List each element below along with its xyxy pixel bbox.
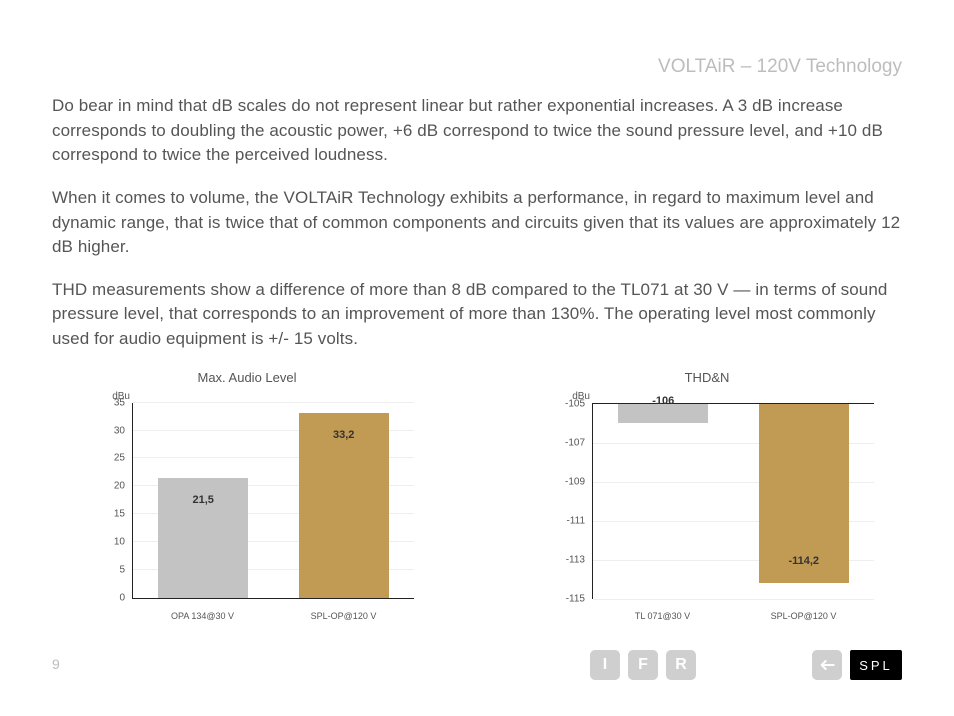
page-number: 9 [52, 656, 60, 672]
header-title: VOLTAiR – 120V Technology [52, 56, 902, 78]
chart-tick-label: -105 [565, 398, 585, 409]
chart-bar-label: -106 [618, 395, 708, 407]
chart-bar: -114,2 [759, 404, 849, 583]
chart-thdn: THD&N dBu -115-113-111-109-107-105-106-1… [512, 370, 902, 621]
paragraph-3: THD measurements show a difference of mo… [52, 278, 902, 352]
chart-tick-label: 0 [119, 592, 125, 603]
chart-bar: 21,5 [158, 478, 248, 598]
chart1-plot: 0510152025303521,533,2 [132, 403, 414, 599]
chart-gridline [133, 402, 414, 403]
chart2-area: dBu -115-113-111-109-107-105-106-114,2 T… [512, 391, 902, 621]
chart-gridline [593, 599, 874, 600]
charts-row: Max. Audio Level dBu 0510152025303521,53… [52, 370, 902, 621]
chart-max-audio-level: Max. Audio Level dBu 0510152025303521,53… [52, 370, 442, 621]
chart-bar-label: -114,2 [759, 555, 849, 567]
paragraph-2: When it comes to volume, the VOLTAiR Tec… [52, 186, 902, 260]
chart-tick-label: 30 [114, 425, 125, 436]
chart-category-label: SPL-OP@120 V [771, 611, 837, 621]
chart-tick-label: 15 [114, 509, 125, 520]
back-icon[interactable] [812, 650, 842, 680]
spl-logo: SPL [850, 650, 902, 680]
chart2-plot: -115-113-111-109-107-105-106-114,2 [592, 403, 874, 599]
chart-tick-label: 10 [114, 537, 125, 548]
chart-tick-label: 25 [114, 453, 125, 464]
arrow-left-icon [819, 659, 835, 671]
chart-category-label: OPA 134@30 V [171, 611, 234, 621]
paragraph-1: Do bear in mind that dB scales do not re… [52, 94, 902, 168]
forward-icon[interactable]: F [628, 650, 658, 680]
reverse-icon[interactable]: R [666, 650, 696, 680]
chart-tick-label: 5 [119, 564, 125, 575]
chart1-area: dBu 0510152025303521,533,2 OPA 134@30 VS… [52, 391, 442, 621]
chart-bar: -106 [618, 404, 708, 424]
page: VOLTAiR – 120V Technology Do bear in min… [0, 0, 954, 716]
index-icon[interactable]: I [590, 650, 620, 680]
chart2-title: THD&N [512, 370, 902, 385]
chart-tick-label: -113 [566, 554, 585, 565]
chart-tick-label: -115 [566, 593, 585, 604]
chart-tick-label: -107 [565, 437, 585, 448]
chart-tick-label: 35 [114, 397, 125, 408]
chart-tick-label: -111 [566, 515, 585, 526]
chart-tick-label: 20 [114, 481, 125, 492]
chart-tick-label: -109 [565, 476, 585, 487]
footer-icons: I F R SPL [590, 650, 902, 680]
chart-category-label: TL 071@30 V [635, 611, 690, 621]
chart1-title: Max. Audio Level [52, 370, 442, 385]
chart-bar-label: 33,2 [299, 429, 389, 441]
chart-bar: 33,2 [299, 413, 389, 598]
chart-bar-label: 21,5 [158, 494, 248, 506]
chart-category-label: SPL-OP@120 V [311, 611, 377, 621]
